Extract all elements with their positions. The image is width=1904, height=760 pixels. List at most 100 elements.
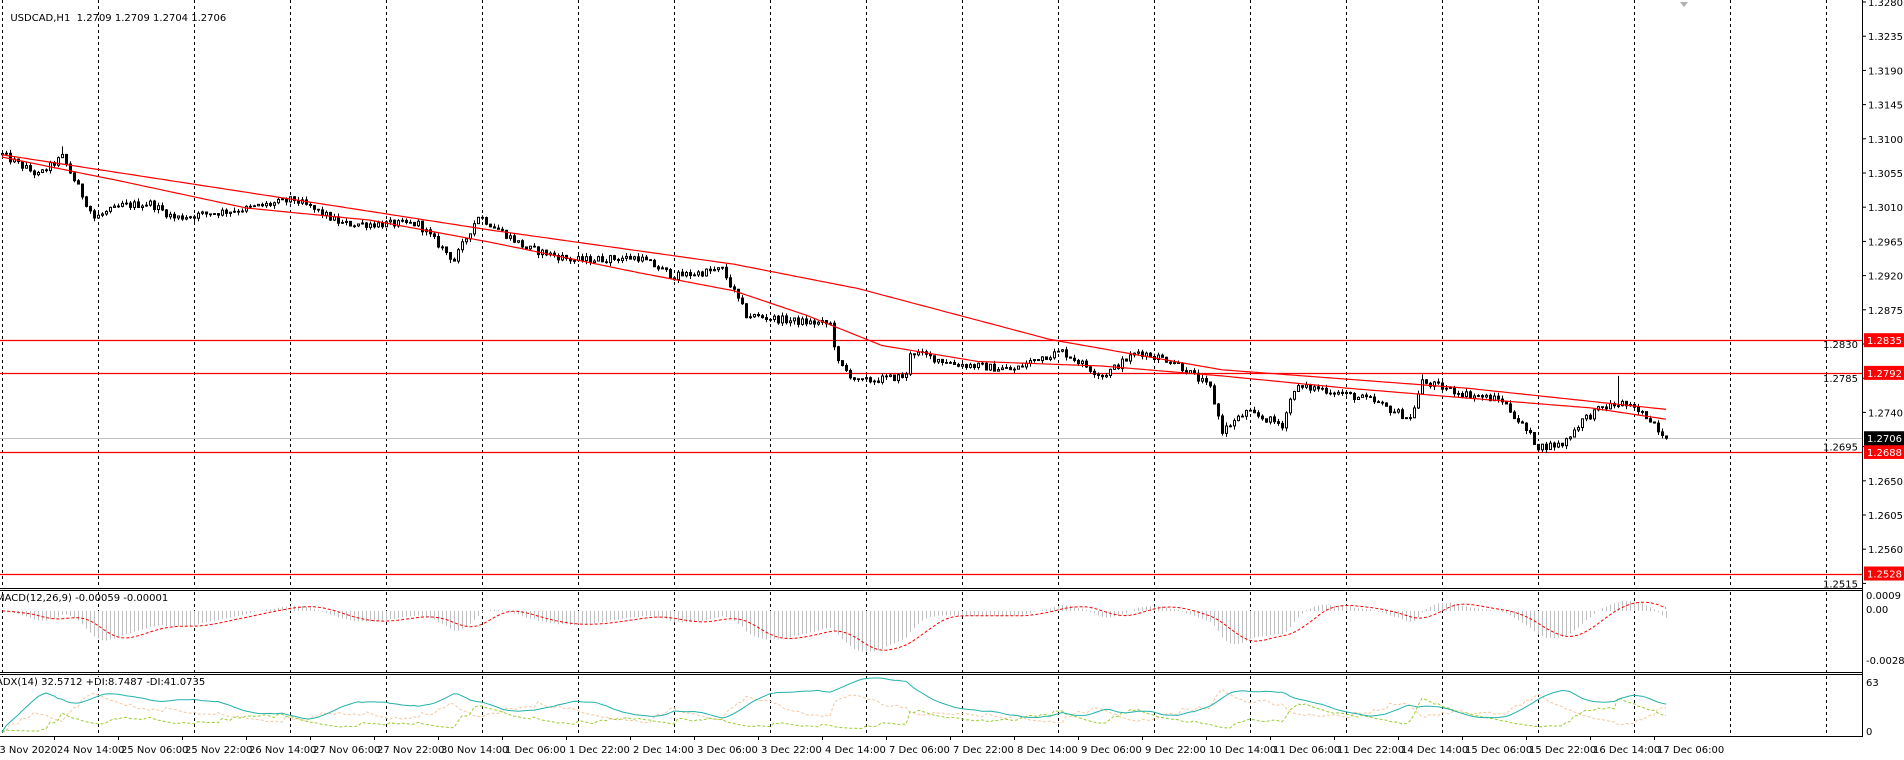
time-label: 26 Nov 14:00 (249, 745, 316, 756)
price-tick-label: 1.3235 (1868, 32, 1903, 43)
bull-candle (897, 374, 900, 382)
bear-candle (9, 152, 12, 163)
bear-candle (217, 213, 220, 216)
bull-candle (273, 202, 276, 206)
bear-candle (849, 369, 852, 379)
time-label: 27 Nov 06:00 (313, 745, 380, 756)
time-label: 23 Nov 2020 (0, 745, 57, 756)
bull-candle (1621, 400, 1624, 407)
bull-candle (41, 169, 44, 173)
bear-candle (1657, 422, 1660, 433)
bear-candle (601, 256, 604, 263)
bull-candle (517, 240, 520, 243)
bear-candle (309, 203, 312, 207)
bear-candle (1353, 392, 1356, 400)
bear-candle (1101, 374, 1104, 378)
bear-candle (373, 223, 376, 228)
bull-candle (1305, 384, 1308, 388)
bull-candle (509, 235, 512, 239)
bull-candle (1233, 420, 1236, 427)
bull-candle (753, 314, 756, 318)
bull-candle (809, 320, 812, 325)
price-label-box (1864, 365, 1904, 380)
bull-candle (717, 267, 720, 271)
time-label: 9 Dec 22:00 (1145, 745, 1206, 756)
price-label-box (1864, 333, 1904, 348)
bear-candle (929, 353, 932, 357)
bull-candle (385, 221, 388, 228)
bear-candle (941, 358, 944, 363)
bear-candle (1217, 403, 1220, 417)
bull-candle (1297, 385, 1300, 392)
bear-candle (833, 322, 836, 348)
bull-candle (1237, 415, 1240, 422)
bear-candle (565, 254, 568, 260)
bear-candle (1209, 381, 1212, 387)
bear-candle (321, 209, 324, 216)
bear-candle (649, 259, 652, 262)
bull-candle (461, 241, 464, 251)
bull-candle (157, 205, 160, 211)
bear-candle (73, 172, 76, 182)
bear-candle (1021, 365, 1024, 368)
bear-candle (1437, 381, 1440, 384)
time-label: 1 Dec 22:00 (569, 745, 630, 756)
bear-candle (1533, 432, 1536, 445)
bear-candle (497, 227, 500, 230)
bear-candle (181, 215, 184, 220)
bear-candle (945, 361, 948, 364)
bear-candle (381, 222, 384, 228)
bear-candle (261, 203, 264, 207)
bull-candle (977, 362, 980, 369)
bear-candle (65, 153, 68, 165)
bull-candle (1245, 409, 1248, 417)
plus-di-line (1, 697, 1667, 733)
bull-candle (585, 256, 588, 262)
bear-candle (413, 221, 416, 227)
bear-candle (1241, 415, 1244, 418)
time-label: 15 Dec 22:00 (1529, 745, 1596, 756)
bear-candle (1653, 421, 1656, 424)
bear-candle (481, 216, 484, 219)
bull-candle (1549, 442, 1552, 450)
bear-candle (1497, 395, 1500, 400)
bear-candle (985, 362, 988, 371)
bear-candle (1349, 391, 1352, 394)
moving-average-line (1, 156, 1667, 420)
bull-candle (57, 157, 60, 166)
bear-candle (313, 205, 316, 210)
price-tick-label: 1.3100 (1868, 135, 1903, 146)
bull-candle (185, 217, 188, 220)
bull-candle (177, 215, 180, 219)
bull-candle (149, 200, 152, 206)
bull-candle (609, 255, 612, 264)
bull-candle (341, 221, 344, 224)
bull-candle (829, 322, 832, 325)
bear-candle (1205, 378, 1208, 383)
bull-candle (1457, 393, 1460, 395)
bear-candle (1401, 409, 1404, 420)
bull-candle (633, 256, 636, 260)
bear-candle (1373, 396, 1376, 403)
bear-candle (785, 315, 788, 324)
bull-candle (1313, 386, 1316, 391)
horizontal-levels[interactable] (0, 2, 1862, 576)
bear-candle (269, 202, 272, 206)
bull-candle (113, 205, 116, 208)
bull-candle (625, 255, 628, 259)
bear-candle (853, 377, 856, 380)
bear-candle (957, 364, 960, 367)
bear-candle (545, 249, 548, 256)
time-label: 11 Dec 22:00 (1337, 745, 1404, 756)
bear-candle (805, 318, 808, 325)
bull-candle (281, 198, 284, 201)
bear-candle (209, 213, 212, 216)
bear-candle (1009, 367, 1012, 371)
bear-candle (861, 378, 864, 381)
bull-candle (145, 204, 148, 207)
bull-candle (141, 205, 144, 209)
bear-candle (421, 220, 424, 233)
bull-candle (241, 210, 244, 213)
bear-candle (1309, 384, 1312, 391)
